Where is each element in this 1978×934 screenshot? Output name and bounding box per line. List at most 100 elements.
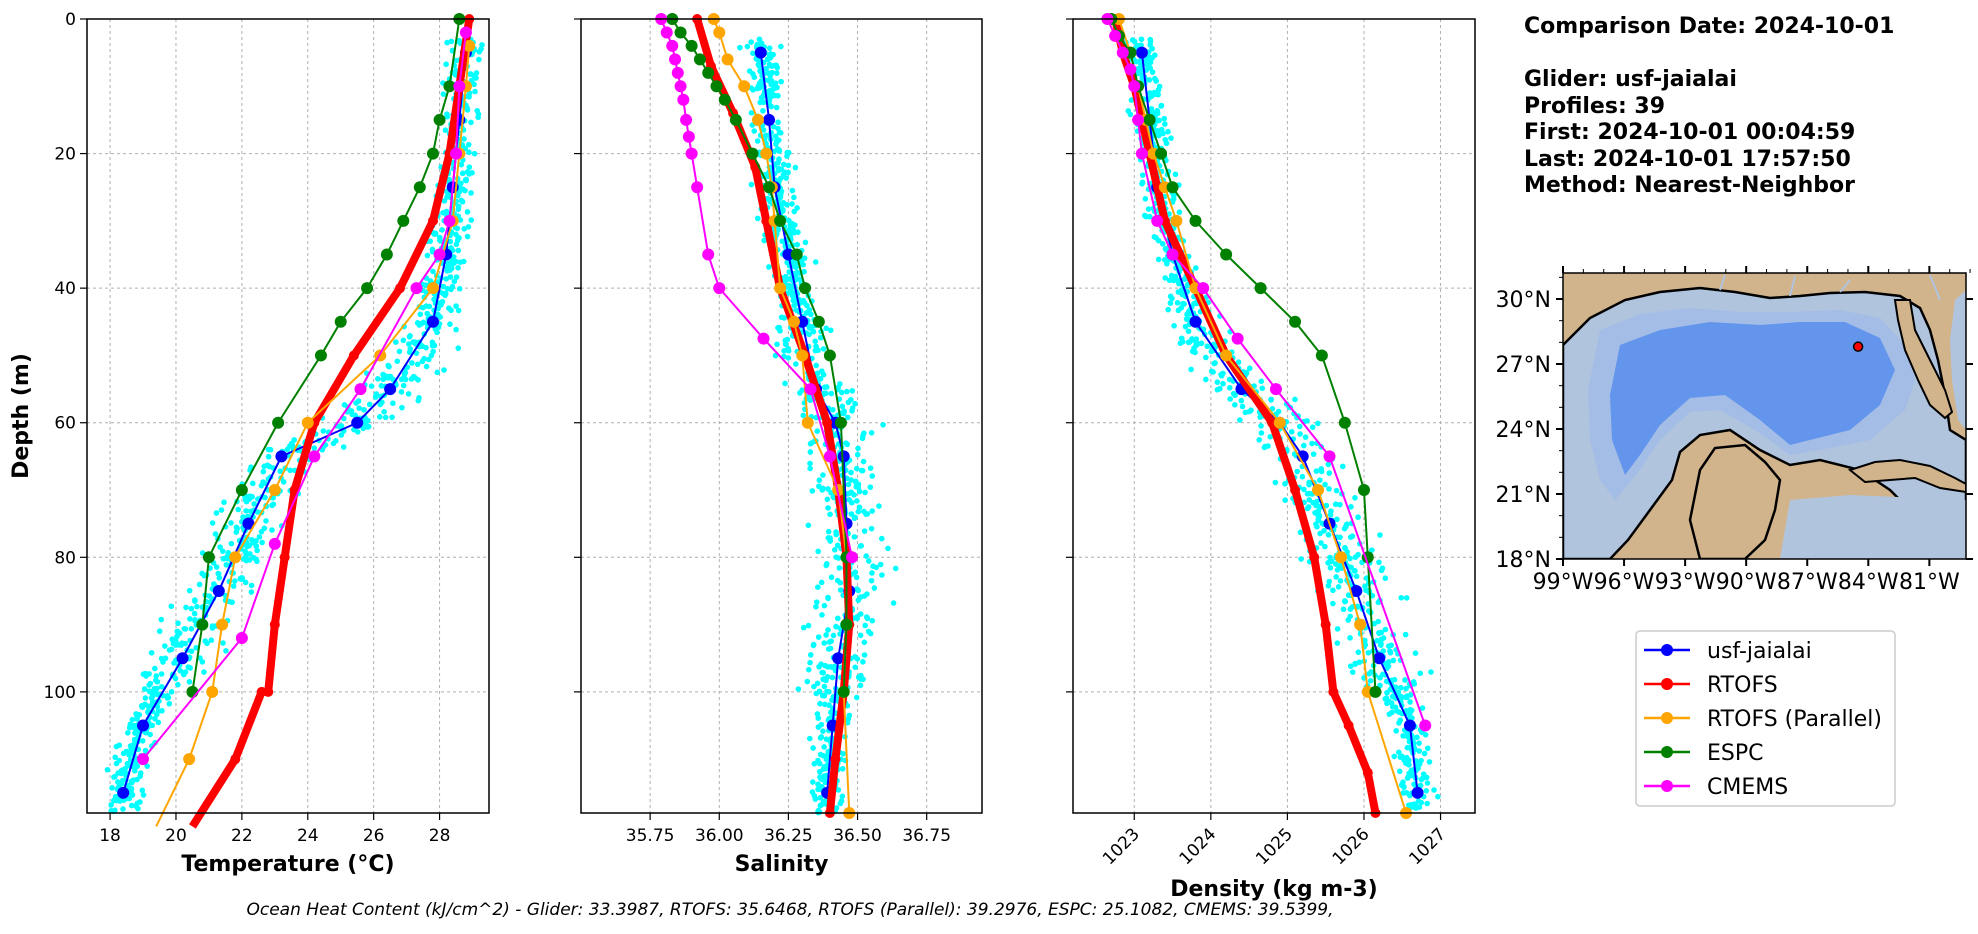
scatter-point [857, 682, 864, 689]
scatter-point [1162, 246, 1169, 252]
x-tick-label: 1023 [1099, 824, 1144, 869]
scatter-point [1362, 637, 1368, 644]
scatter-point [111, 797, 117, 804]
scatter-point [844, 414, 851, 421]
scatter-point [1355, 649, 1362, 656]
scatter-point [221, 499, 227, 506]
scatter-point [1400, 779, 1406, 785]
scatter-point [775, 93, 781, 99]
scatter-point [811, 760, 818, 767]
scatter-point [448, 265, 455, 272]
scatter-point [401, 371, 408, 377]
scatter-point [782, 273, 789, 280]
scatter-point [767, 51, 774, 57]
density-panel: 1023 1024 1025 1026 1027 Density (kg m-3) [1066, 13, 1476, 902]
scatter-point [826, 639, 833, 645]
scatter-point [1375, 618, 1381, 625]
scatter-point [787, 230, 794, 236]
scatter-point [455, 345, 462, 351]
scatter-point [456, 285, 463, 292]
data-point [685, 39, 698, 52]
scatter-point [792, 164, 799, 171]
scatter-point [330, 440, 337, 447]
scatter-point [807, 465, 813, 472]
scatter-point [235, 506, 242, 513]
scatter-point [385, 374, 392, 381]
data-point [823, 450, 836, 463]
scatter-point [108, 802, 114, 808]
scatter-point [751, 128, 758, 134]
scatter-point [1317, 477, 1323, 483]
scatter-point [1220, 370, 1226, 377]
data-point [1155, 147, 1168, 160]
scatter-point [828, 663, 834, 670]
scatter-point [461, 136, 467, 142]
scatter-point [456, 235, 462, 241]
data-point [212, 584, 225, 597]
data-point [674, 26, 687, 39]
scatter-point [127, 750, 134, 756]
scatter-point [1404, 775, 1411, 781]
scatter-point [1138, 36, 1145, 43]
scatter-point [763, 132, 769, 139]
scatter-point [476, 56, 482, 63]
scatter-point [1158, 126, 1165, 133]
data-point [1109, 29, 1122, 42]
x-tick-label: 20 [165, 826, 187, 846]
data-point [790, 248, 803, 261]
scatter-point [277, 468, 284, 475]
scatter-point [265, 446, 272, 453]
scatter-point [1154, 107, 1161, 114]
scatter-point [201, 669, 207, 675]
data-point [796, 349, 809, 362]
scatter-point [471, 150, 478, 157]
scatter-point [1378, 567, 1385, 574]
scatter-point [1325, 532, 1332, 538]
scatter-point [827, 538, 834, 544]
scatter-point [269, 527, 275, 533]
scatter-point [793, 264, 799, 271]
scatter-point [1147, 90, 1153, 96]
scatter-point [148, 649, 155, 656]
data-point [746, 147, 759, 160]
scatter-point [800, 624, 807, 631]
data-point [713, 282, 726, 295]
scatter-point [1155, 86, 1162, 93]
scatter-point [119, 769, 126, 775]
y-tick-label: 0 [65, 10, 76, 30]
data-point [235, 632, 248, 645]
scatter-point [174, 628, 181, 635]
x-tick-label: 1027 [1405, 824, 1450, 869]
scatter-point [814, 711, 821, 717]
scatter-point [218, 507, 225, 513]
scatter-point [757, 68, 764, 75]
scatter-point [1325, 461, 1332, 468]
data-point [671, 66, 684, 79]
x-tick-label: 36.00 [695, 826, 744, 846]
scatter-point [424, 252, 431, 259]
scatter-point [867, 484, 874, 490]
scatter-point [1237, 417, 1243, 423]
scatter-point [454, 225, 461, 232]
scatter-point [134, 763, 141, 770]
scatter-point [209, 623, 216, 629]
scatter-point [169, 636, 176, 643]
scatter-point [266, 463, 273, 470]
scatter-point [1188, 366, 1194, 373]
data-point [718, 93, 731, 106]
scatter-point [778, 314, 785, 321]
yucatan [1688, 443, 1782, 559]
scatter-point [809, 789, 816, 795]
scatter-point [778, 43, 784, 50]
data-point [1320, 619, 1331, 630]
series-line-usf-jaialai [122, 52, 467, 794]
data-point [1350, 584, 1363, 597]
data-point [685, 147, 698, 160]
x-tick-label: 18 [99, 826, 121, 846]
scatter-point [813, 690, 820, 697]
scatter-point [1352, 495, 1358, 501]
scatter-point [1352, 568, 1358, 574]
data-point [1189, 214, 1202, 227]
scatter-point [1389, 703, 1396, 710]
map-lon-label: 93°W [1655, 570, 1716, 595]
